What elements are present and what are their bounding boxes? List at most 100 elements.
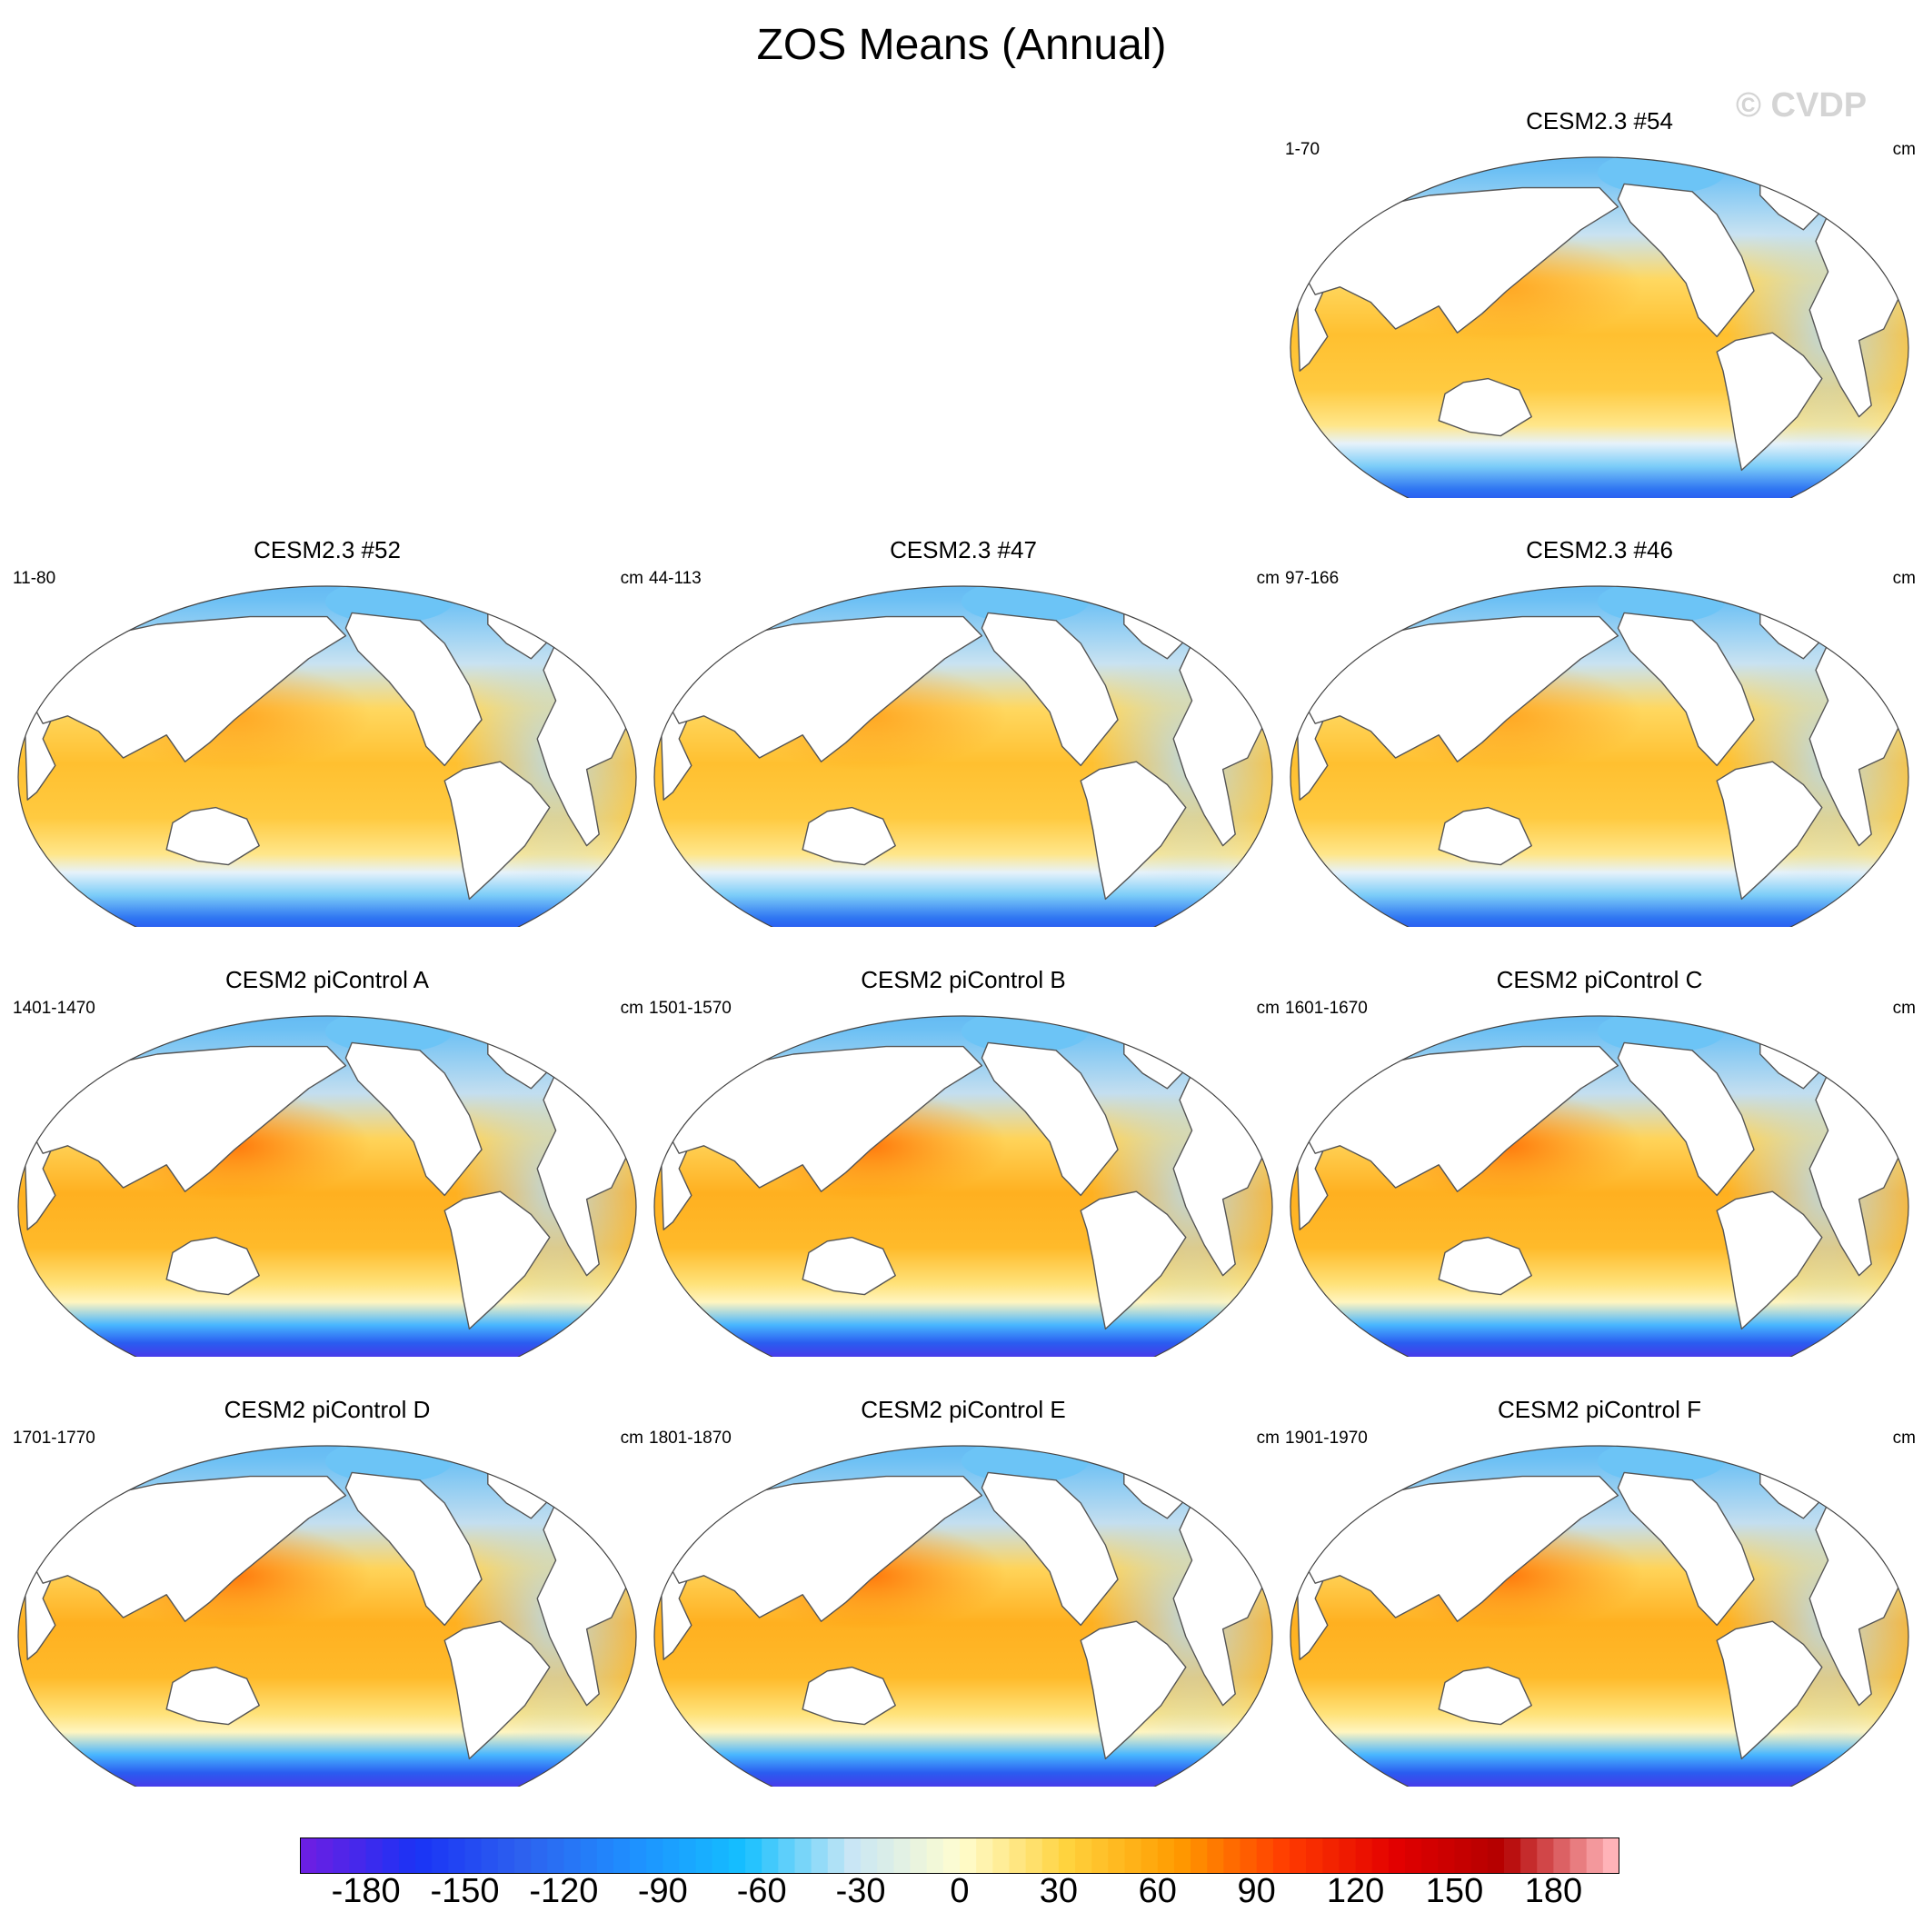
colorbar-tick-label: -60 [736,1872,787,1910]
colorbar-swatch [663,1837,680,1874]
colorbar-swatch [910,1837,928,1874]
colorbar-swatch [1569,1837,1588,1874]
colorbar-tick-label: 60 [1138,1872,1177,1910]
colorbar-swatch [563,1837,582,1874]
colorbar-swatch [976,1837,993,1874]
world-map [17,1445,637,1787]
colorbar-tick-label: 180 [1524,1872,1583,1910]
watermark: © CVDP [1736,86,1868,124]
panel-title: CESM2.3 #52 [254,536,401,563]
landmass-eurasia [1296,1475,1619,1622]
colorbar-swatch [1058,1837,1076,1874]
landmass-australia [165,1666,260,1726]
panel-units: cm [620,999,643,1018]
colorbar-swatch [1223,1837,1241,1874]
colorbar-swatch [497,1837,515,1874]
panel-period: 1601-1670 [1285,999,1368,1018]
colorbar-swatch [1041,1837,1060,1874]
colorbar [300,1837,1619,1874]
landmass-southAmerica [1716,332,1823,472]
panel-units: cm [1256,569,1280,588]
colorbar-tick-label: -120 [529,1872,599,1910]
panel-period: 1-70 [1285,140,1320,159]
colorbar-swatch [1487,1837,1505,1874]
panel-period: 1701-1770 [13,1429,95,1448]
landmass-northAmerica [1617,1041,1755,1197]
landmass-australia [802,1236,896,1296]
panel-units: cm [1892,999,1916,1018]
colorbar-swatch [1256,1837,1274,1874]
map-panel-cesm23-54: CESM2.3 #54 1-70 cm [1281,107,1918,498]
colorbar-swatch [1290,1837,1307,1874]
colorbar-swatch [1470,1837,1489,1874]
colorbar-swatch [843,1837,862,1874]
panel-units: cm [1892,1429,1916,1448]
colorbar-swatch [861,1837,878,1874]
colorbar-swatch [1520,1837,1538,1874]
colorbar-swatch [481,1837,499,1874]
colorbar-tick-label: -150 [430,1872,500,1910]
panel-title: CESM2.3 #47 [890,536,1037,563]
colorbar-swatch [646,1837,663,1874]
colorbar-swatch [415,1837,433,1874]
landmass-southAmerica [443,1620,551,1760]
colorbar-swatch [1454,1837,1472,1874]
panel-units: cm [1892,140,1916,159]
colorbar-swatch [349,1837,367,1874]
panel-title: CESM2 piControl D [224,1396,431,1423]
landmass-southAmerica [443,761,551,901]
colorbar-swatch [960,1837,977,1874]
world-map [1290,1445,1909,1787]
panel-title: CESM2 piControl E [861,1396,1066,1423]
world-map [1290,585,1909,927]
figure-title: ZOS Means (Annual) [756,21,1167,69]
landmass-australia [802,806,896,866]
panel-units: cm [1256,999,1280,1018]
map-panel-pic-e: CESM2 piControl E 1801-1870 cm [645,1396,1281,1787]
landmass-australia [1438,377,1532,437]
panel-period: 11-80 [13,569,56,588]
landmass-southAmerica [1716,1620,1823,1760]
landmass-australia [165,1236,260,1296]
colorbar-swatch [1191,1837,1208,1874]
panel-units: cm [620,1429,643,1448]
colorbar-tick-label: -180 [331,1872,401,1910]
landmass-australia [165,806,260,866]
colorbar-swatch [679,1837,697,1874]
map-panel-pic-c: CESM2 piControl C 1601-1670 cm [1281,966,1918,1357]
colorbar-swatch [745,1837,762,1874]
panel-title: CESM2 piControl A [225,966,429,993]
colorbar-swatch [316,1837,334,1874]
colorbar-tick-label: 90 [1237,1872,1276,1910]
colorbar-swatch [762,1837,779,1874]
colorbar-swatch [877,1837,894,1874]
panel-units: cm [620,569,643,588]
colorbar-swatch [778,1837,795,1874]
landmass-southAmerica [443,1190,551,1330]
map-panel-pic-f: CESM2 piControl F 1901-1970 cm [1281,1396,1918,1787]
map-panel-cesm23-52: CESM2.3 #52 11-80 cm [9,536,645,927]
colorbar-swatch [531,1837,548,1874]
landmass-australia [1438,1236,1532,1296]
colorbar-swatch [1141,1837,1159,1874]
colorbar-swatch [1272,1837,1290,1874]
colorbar-swatch [728,1837,746,1874]
landmass-southAmerica [1080,1620,1187,1760]
colorbar-swatch [596,1837,614,1874]
panel-period: 97-166 [1285,569,1340,588]
panel-title: CESM2 piControl C [1496,966,1703,993]
world-map [1290,1015,1909,1357]
colorbar-tick-label: 120 [1326,1872,1385,1910]
colorbar-swatch [1108,1837,1125,1874]
colorbar-swatch [300,1837,317,1874]
colorbar-tick-label: -90 [637,1872,688,1910]
colorbar-swatch [464,1837,483,1874]
landmass-eurasia [24,615,347,762]
colorbar-swatch [1173,1837,1191,1874]
map-panel-cesm23-46: CESM2.3 #46 97-166 cm [1281,536,1918,927]
colorbar-swatch [1355,1837,1373,1874]
colorbar-swatch [1207,1837,1224,1874]
colorbar-swatch [827,1837,845,1874]
colorbar-tick-label: 0 [950,1872,970,1910]
colorbar-swatch [630,1837,647,1874]
